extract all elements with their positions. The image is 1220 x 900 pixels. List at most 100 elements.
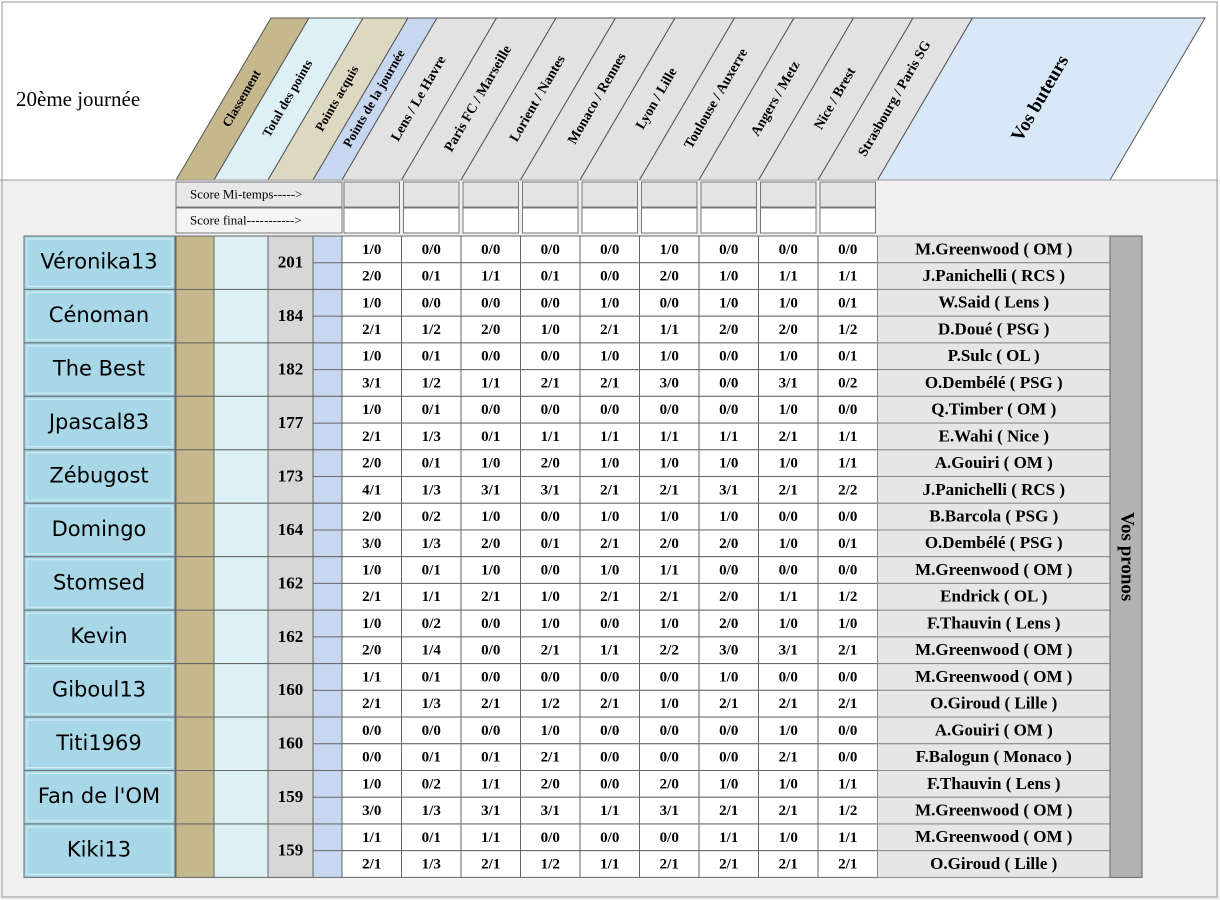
score-value: 2/2 <box>660 643 679 659</box>
score-value: 0/0 <box>362 750 381 766</box>
side-band <box>1109 235 1143 878</box>
score-value: 1/1 <box>481 776 500 792</box>
score-value: 1/2 <box>541 696 560 712</box>
score-value: 0/0 <box>541 242 560 258</box>
score-value: 0/0 <box>600 750 619 766</box>
score-value: 1/3 <box>422 536 441 552</box>
score-value: 1/2 <box>838 322 857 338</box>
score-value: 2/1 <box>779 750 798 766</box>
score-value: 1/0 <box>541 616 560 632</box>
player-name: Cénoman <box>49 303 149 327</box>
score-value: 1/0 <box>541 322 560 338</box>
player-name-inner <box>26 826 173 875</box>
score-value: 1/0 <box>779 776 798 792</box>
scorer-name: M.Greenwood ( OM ) <box>915 560 1072 579</box>
score-input <box>819 207 876 234</box>
score-cell <box>817 823 878 852</box>
score-input <box>641 207 698 234</box>
player-name-cell <box>23 502 176 558</box>
score-value: 1/0 <box>719 269 738 285</box>
score-value: 3/1 <box>779 643 798 659</box>
player-name-cell <box>23 342 176 397</box>
score-value: 0/0 <box>541 295 560 311</box>
score-value: 0/0 <box>481 242 500 258</box>
scorer-cell <box>877 689 1111 718</box>
score-cell <box>639 850 700 878</box>
score-cell <box>520 315 581 344</box>
score-value: 0/0 <box>838 723 857 739</box>
player-name-cell <box>23 770 176 825</box>
scorer-cell <box>877 716 1111 745</box>
side-label: Vos pronos <box>1117 512 1138 601</box>
stat-cell <box>213 449 269 504</box>
score-cell <box>520 449 581 478</box>
score-cell <box>341 582 402 611</box>
score-value: 0/0 <box>481 616 500 632</box>
stat-cell <box>175 235 215 290</box>
scorer-name: M.Greenwood ( OM ) <box>915 239 1072 258</box>
score-cell <box>698 850 759 878</box>
score-value: 0/0 <box>779 242 798 258</box>
score-value: 1/1 <box>600 429 619 445</box>
player-name-cell <box>23 288 176 344</box>
score-value: 1/0 <box>719 669 738 685</box>
score-value: 0/1 <box>422 750 441 766</box>
score-cell <box>698 369 759 397</box>
page-title: 20ème journée <box>16 87 140 111</box>
score-value: 2/1 <box>779 429 798 445</box>
score-cell <box>460 235 521 264</box>
stat-cell <box>213 235 269 290</box>
scorer-cell <box>877 743 1111 772</box>
player-total: 164 <box>278 520 304 539</box>
score-value: 0/0 <box>600 269 619 285</box>
score-cell <box>698 743 759 772</box>
player-name-inner <box>26 559 173 608</box>
player-name-inner <box>26 719 173 768</box>
score-input <box>760 181 817 208</box>
score-value: 1/0 <box>779 402 798 418</box>
score-value: 1/3 <box>422 856 441 872</box>
score-value: 0/0 <box>779 509 798 525</box>
score-value: 1/2 <box>422 375 441 391</box>
scorer-name: O.Dembélé ( PSG ) <box>925 533 1063 552</box>
score-cell <box>460 823 521 852</box>
score-cell <box>639 716 700 745</box>
player-name-cell <box>23 716 176 771</box>
score-value: 2/1 <box>600 375 619 391</box>
player-total: 160 <box>278 680 304 699</box>
score-value: 2/0 <box>362 643 381 659</box>
score-value: 0/0 <box>660 723 679 739</box>
player-name-inner <box>26 612 173 662</box>
score-value: 2/1 <box>719 696 738 712</box>
score-value: 0/0 <box>481 295 500 311</box>
score-value: 0/1 <box>838 295 857 311</box>
score-value: 1/0 <box>660 616 679 632</box>
score-cell <box>817 796 878 825</box>
score-value: 2/1 <box>779 803 798 819</box>
score-value: 1/3 <box>422 482 441 498</box>
score-value: 0/0 <box>719 242 738 258</box>
score-value: 0/0 <box>838 669 857 685</box>
score-value: 0/0 <box>422 242 441 258</box>
score-value: 0/1 <box>838 349 857 365</box>
player-total: 201 <box>278 253 304 272</box>
score-cell <box>698 556 759 584</box>
stat-cell <box>175 288 215 344</box>
score-value: 0/0 <box>660 750 679 766</box>
score-value: 2/0 <box>541 456 560 472</box>
score-value: 1/0 <box>779 830 798 846</box>
score-value: 0/0 <box>600 830 619 846</box>
player-name-inner <box>26 345 173 394</box>
score-value: 0/0 <box>541 402 560 418</box>
score-value: 0/0 <box>838 242 857 258</box>
score-value: 1/0 <box>600 349 619 365</box>
score-value: 2/0 <box>660 536 679 552</box>
score-value: 1/1 <box>600 803 619 819</box>
scorer-name: F.Thauvin ( Lens ) <box>927 613 1061 632</box>
scorer-name: P.Sulc ( OL ) <box>948 346 1040 365</box>
score-value: 2/1 <box>660 856 679 872</box>
score-cell <box>579 315 640 344</box>
player-name-cell <box>23 823 176 878</box>
score-value: 3/0 <box>362 803 381 819</box>
score-cell <box>460 716 521 745</box>
